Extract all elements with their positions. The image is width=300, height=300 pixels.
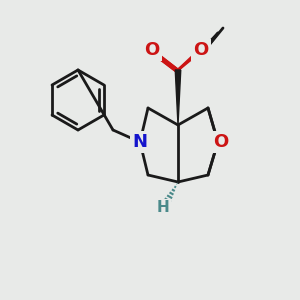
Polygon shape [175, 70, 181, 125]
Text: N: N [133, 133, 148, 151]
Text: H: H [157, 200, 169, 215]
Text: O: O [194, 41, 208, 59]
Text: O: O [213, 133, 229, 151]
Text: O: O [144, 41, 160, 59]
